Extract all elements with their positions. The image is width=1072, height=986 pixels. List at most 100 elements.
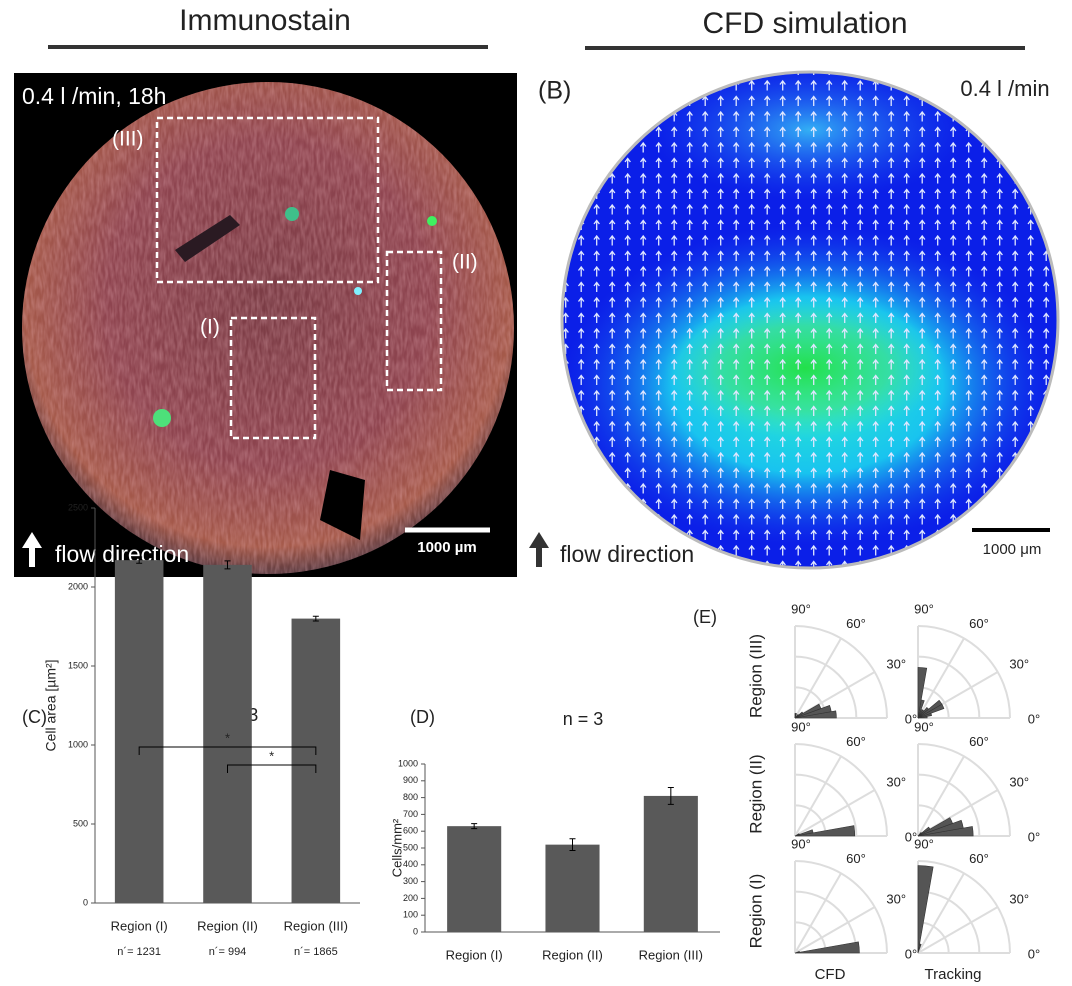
immunostain-image	[14, 73, 517, 577]
angle-tick-label: 60°	[846, 851, 866, 866]
bar	[203, 564, 252, 903]
x-tick-label: Region (I)	[111, 918, 168, 933]
polar-wedge	[794, 941, 860, 954]
panel-label: (E)	[693, 607, 717, 627]
y-tick-label: 100	[403, 910, 418, 920]
scale-bar-label: 1000 μm	[983, 541, 1042, 558]
angle-tick-label: 90°	[914, 719, 934, 734]
column-label: CFD	[815, 966, 846, 983]
y-tick-label: 1500	[68, 660, 88, 670]
condition-label: 0.4 l /min	[960, 76, 1049, 101]
row-label: Region (I)	[746, 874, 765, 949]
polar-spoke	[794, 906, 876, 954]
y-tick-label: 0	[413, 926, 418, 936]
angle-tick-label: 30°	[1009, 891, 1029, 906]
bar	[545, 844, 600, 932]
polar-wedge	[794, 714, 799, 719]
y-tick-label: 2000	[68, 581, 88, 591]
y-tick-label: 200	[403, 893, 418, 903]
y-axis-label: Cells/mm²	[389, 818, 404, 877]
region-label: (II)	[452, 251, 478, 274]
polar-ring	[917, 625, 1011, 719]
angle-tick-label: 90°	[791, 601, 811, 616]
polar-wedge	[917, 667, 928, 719]
polar-spoke	[794, 637, 842, 719]
condition-label: 0.4 l /min, 18h	[22, 83, 166, 109]
polar-ring	[794, 743, 888, 837]
polar-spoke	[917, 755, 965, 837]
error-bar	[667, 787, 674, 805]
polar-ring	[794, 625, 888, 719]
angle-tick-label: 30°	[886, 656, 906, 671]
significance-label: *	[269, 748, 274, 763]
header: Immunostain	[179, 4, 351, 37]
angle-tick-label: 60°	[969, 851, 989, 866]
angle-tick-label: 60°	[969, 616, 989, 631]
x-tick-label: Region (II)	[197, 918, 258, 933]
angle-tick-label: 90°	[791, 836, 811, 851]
polar-spoke	[917, 872, 965, 954]
significance-bracket	[138, 746, 317, 755]
cfd-image	[529, 70, 1060, 570]
flow-label: flow direction	[560, 541, 694, 567]
y-tick-label: 600	[403, 826, 418, 836]
y-tick-label: 900	[403, 775, 418, 785]
angle-tick-label: 30°	[1009, 656, 1029, 671]
x-tick-label: Region (I)	[446, 947, 503, 962]
polar-ring	[794, 890, 858, 954]
significance-label: *	[225, 730, 230, 745]
polar-spoke	[794, 789, 876, 837]
y-tick-label: 800	[403, 792, 418, 802]
angle-tick-label: 30°	[886, 774, 906, 789]
angle-tick-label: 60°	[846, 734, 866, 749]
y-tick-label: 1000	[68, 739, 88, 749]
polar-wedge	[917, 832, 922, 837]
polar-ring	[917, 655, 981, 719]
polar-spoke	[794, 755, 842, 837]
bar	[114, 560, 164, 903]
polar-ring	[917, 860, 1011, 954]
polar-wedge	[917, 865, 934, 954]
error-bar	[312, 615, 319, 622]
angle-tick-label: 0°	[905, 711, 917, 726]
header: CFD simulation	[702, 7, 907, 40]
y-tick-label: 400	[403, 859, 418, 869]
polar-wedge	[794, 951, 800, 954]
y-tick-label: 700	[403, 809, 418, 819]
angle-tick-label: 0°	[905, 829, 917, 844]
row-label: Region (II)	[746, 754, 765, 833]
panel-label: (C)	[22, 707, 47, 727]
error-bar	[471, 823, 478, 830]
x-tick-label: Region (III)	[639, 947, 703, 962]
polar-ring	[794, 860, 888, 954]
n-label: n´= 994	[209, 946, 247, 958]
polar-spoke	[917, 637, 965, 719]
angle-tick-label: 30°	[1009, 774, 1029, 789]
y-tick-label: 2500	[68, 502, 88, 512]
polar-ring	[917, 890, 981, 954]
bar	[291, 618, 341, 903]
bar	[643, 795, 698, 932]
error-bar	[224, 560, 231, 570]
angle-tick-label: 90°	[791, 719, 811, 734]
column-label: Tracking	[925, 966, 982, 983]
angle-tick-label: 60°	[969, 734, 989, 749]
n-label: n´= 1865	[294, 946, 338, 958]
angle-tick-label: 0°	[1028, 711, 1040, 726]
error-bar	[136, 556, 143, 564]
angle-tick-label: 30°	[886, 891, 906, 906]
y-tick-label: 500	[403, 842, 418, 852]
y-tick-label: 0	[83, 897, 88, 907]
polar-ring	[917, 773, 981, 837]
panel-label: (B)	[538, 77, 571, 105]
angle-tick-label: 60°	[846, 616, 866, 631]
polar-wedge	[794, 713, 797, 719]
panel-label: (D)	[410, 707, 435, 727]
bar	[447, 826, 502, 932]
polar-wedge	[794, 833, 800, 837]
polar-spoke	[794, 872, 842, 954]
y-tick-label: 300	[403, 876, 418, 886]
angle-tick-label: 90°	[914, 836, 934, 851]
y-tick-label: 1000	[398, 758, 418, 768]
x-tick-label: Region (II)	[542, 947, 603, 962]
